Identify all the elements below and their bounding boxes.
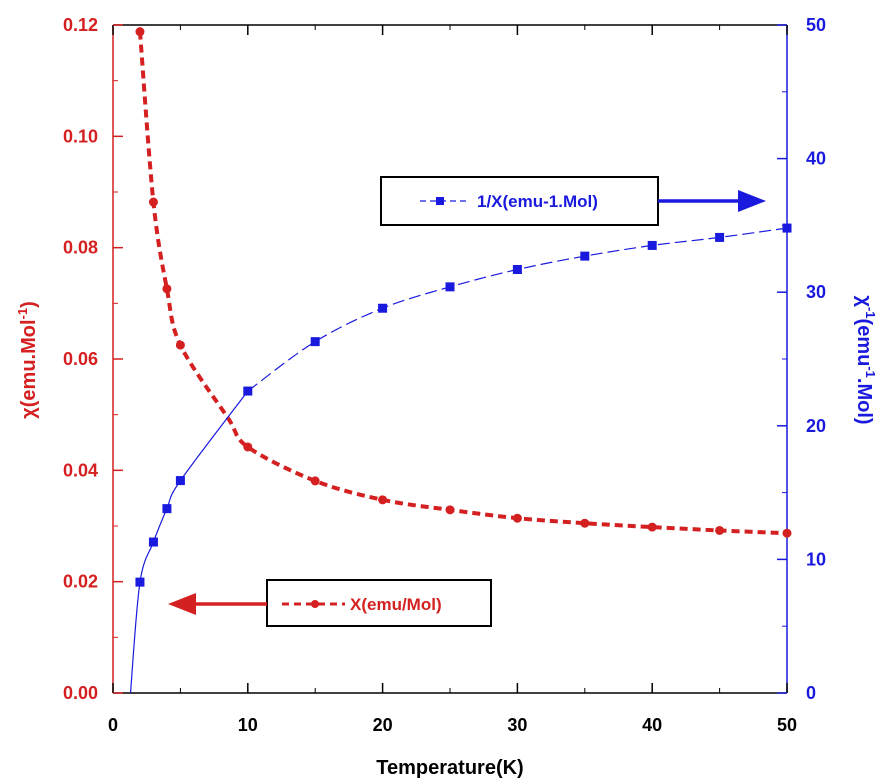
data-point-inverse-susceptibility bbox=[310, 337, 320, 347]
legend-label: X(emu/Mol) bbox=[350, 595, 442, 614]
x-axis-ticks: 0 10 20 30 40 50 bbox=[108, 25, 797, 735]
series-line-inverse-solid bbox=[129, 390, 249, 694]
left-y-axis-ticks: 0.00 0.02 0.04 0.06 0.08 0.10 0.12 bbox=[63, 15, 123, 703]
left-y-tick-label: 0.04 bbox=[63, 460, 98, 480]
legend-marker-sample bbox=[436, 197, 444, 205]
left-y-tick-label: 0.10 bbox=[63, 126, 98, 146]
legend-label: 1/X(emu-1.Mol) bbox=[477, 192, 598, 211]
data-point-susceptibility bbox=[445, 505, 455, 515]
x-tick-label: 50 bbox=[777, 715, 797, 735]
data-point-inverse-susceptibility bbox=[243, 386, 253, 396]
data-point-susceptibility bbox=[782, 528, 792, 538]
right-y-tick-label: 20 bbox=[806, 416, 826, 436]
right-y-tick-label: 40 bbox=[806, 149, 826, 169]
data-point-susceptibility bbox=[715, 525, 725, 535]
series-line-susceptibility bbox=[138, 31, 788, 536]
right-y-axis-ticks: 0 10 20 30 40 50 bbox=[777, 15, 826, 703]
right-y-tick-label: 0 bbox=[806, 683, 816, 703]
x-tick-label: 30 bbox=[507, 715, 527, 735]
legend-inverse-susceptibility: 1/X(emu-1.Mol) bbox=[380, 176, 766, 226]
series-markers bbox=[135, 27, 792, 587]
left-y-tick-label: 0.06 bbox=[63, 349, 98, 369]
legend-marker-sample bbox=[311, 600, 319, 608]
data-point-inverse-susceptibility bbox=[782, 223, 792, 233]
data-point-inverse-susceptibility bbox=[135, 577, 145, 587]
data-point-inverse-susceptibility bbox=[378, 303, 388, 313]
data-point-inverse-susceptibility bbox=[445, 282, 455, 292]
data-point-inverse-susceptibility bbox=[148, 537, 158, 547]
data-point-susceptibility bbox=[310, 476, 320, 486]
legend-box bbox=[380, 176, 659, 226]
data-point-susceptibility bbox=[135, 27, 145, 37]
data-point-susceptibility bbox=[580, 518, 590, 528]
data-point-inverse-susceptibility bbox=[512, 264, 522, 274]
legend-box bbox=[266, 579, 492, 627]
right-y-tick-label: 30 bbox=[806, 282, 826, 302]
x-axis-title: Temperature(K) bbox=[376, 757, 523, 779]
left-y-axis-title: χ(emu.Mol-1) bbox=[15, 301, 40, 419]
data-point-inverse-susceptibility bbox=[647, 240, 657, 250]
legend-susceptibility: X(emu/Mol) bbox=[168, 579, 492, 627]
data-point-susceptibility bbox=[243, 442, 253, 452]
data-point-inverse-susceptibility bbox=[580, 251, 590, 261]
legend-arrow-head bbox=[168, 593, 196, 615]
x-tick-label: 20 bbox=[373, 715, 393, 735]
data-point-susceptibility bbox=[148, 197, 158, 207]
data-point-inverse-susceptibility bbox=[175, 476, 185, 486]
data-point-susceptibility bbox=[512, 513, 522, 523]
left-y-tick-label: 0.02 bbox=[63, 572, 98, 592]
data-point-inverse-susceptibility bbox=[162, 504, 172, 514]
left-y-tick-label: 0.12 bbox=[63, 15, 98, 35]
right-y-tick-label: 50 bbox=[806, 15, 826, 35]
data-point-susceptibility bbox=[162, 284, 172, 294]
right-y-tick-label: 10 bbox=[806, 549, 826, 569]
left-y-tick-label: 0.08 bbox=[63, 238, 98, 258]
left-y-tick-label: 0.00 bbox=[63, 683, 98, 703]
series-line-inverse-dashed bbox=[247, 227, 788, 392]
data-point-inverse-susceptibility bbox=[715, 232, 725, 242]
legend-arrow-head bbox=[738, 190, 766, 212]
data-point-susceptibility bbox=[378, 495, 388, 505]
x-tick-label: 10 bbox=[238, 715, 258, 735]
x-tick-label: 0 bbox=[108, 715, 118, 735]
right-y-axis-title: χ-1(emu-1.Mol) bbox=[853, 295, 878, 424]
x-tick-label: 40 bbox=[642, 715, 662, 735]
data-point-susceptibility bbox=[647, 522, 657, 532]
data-point-susceptibility bbox=[175, 340, 185, 350]
